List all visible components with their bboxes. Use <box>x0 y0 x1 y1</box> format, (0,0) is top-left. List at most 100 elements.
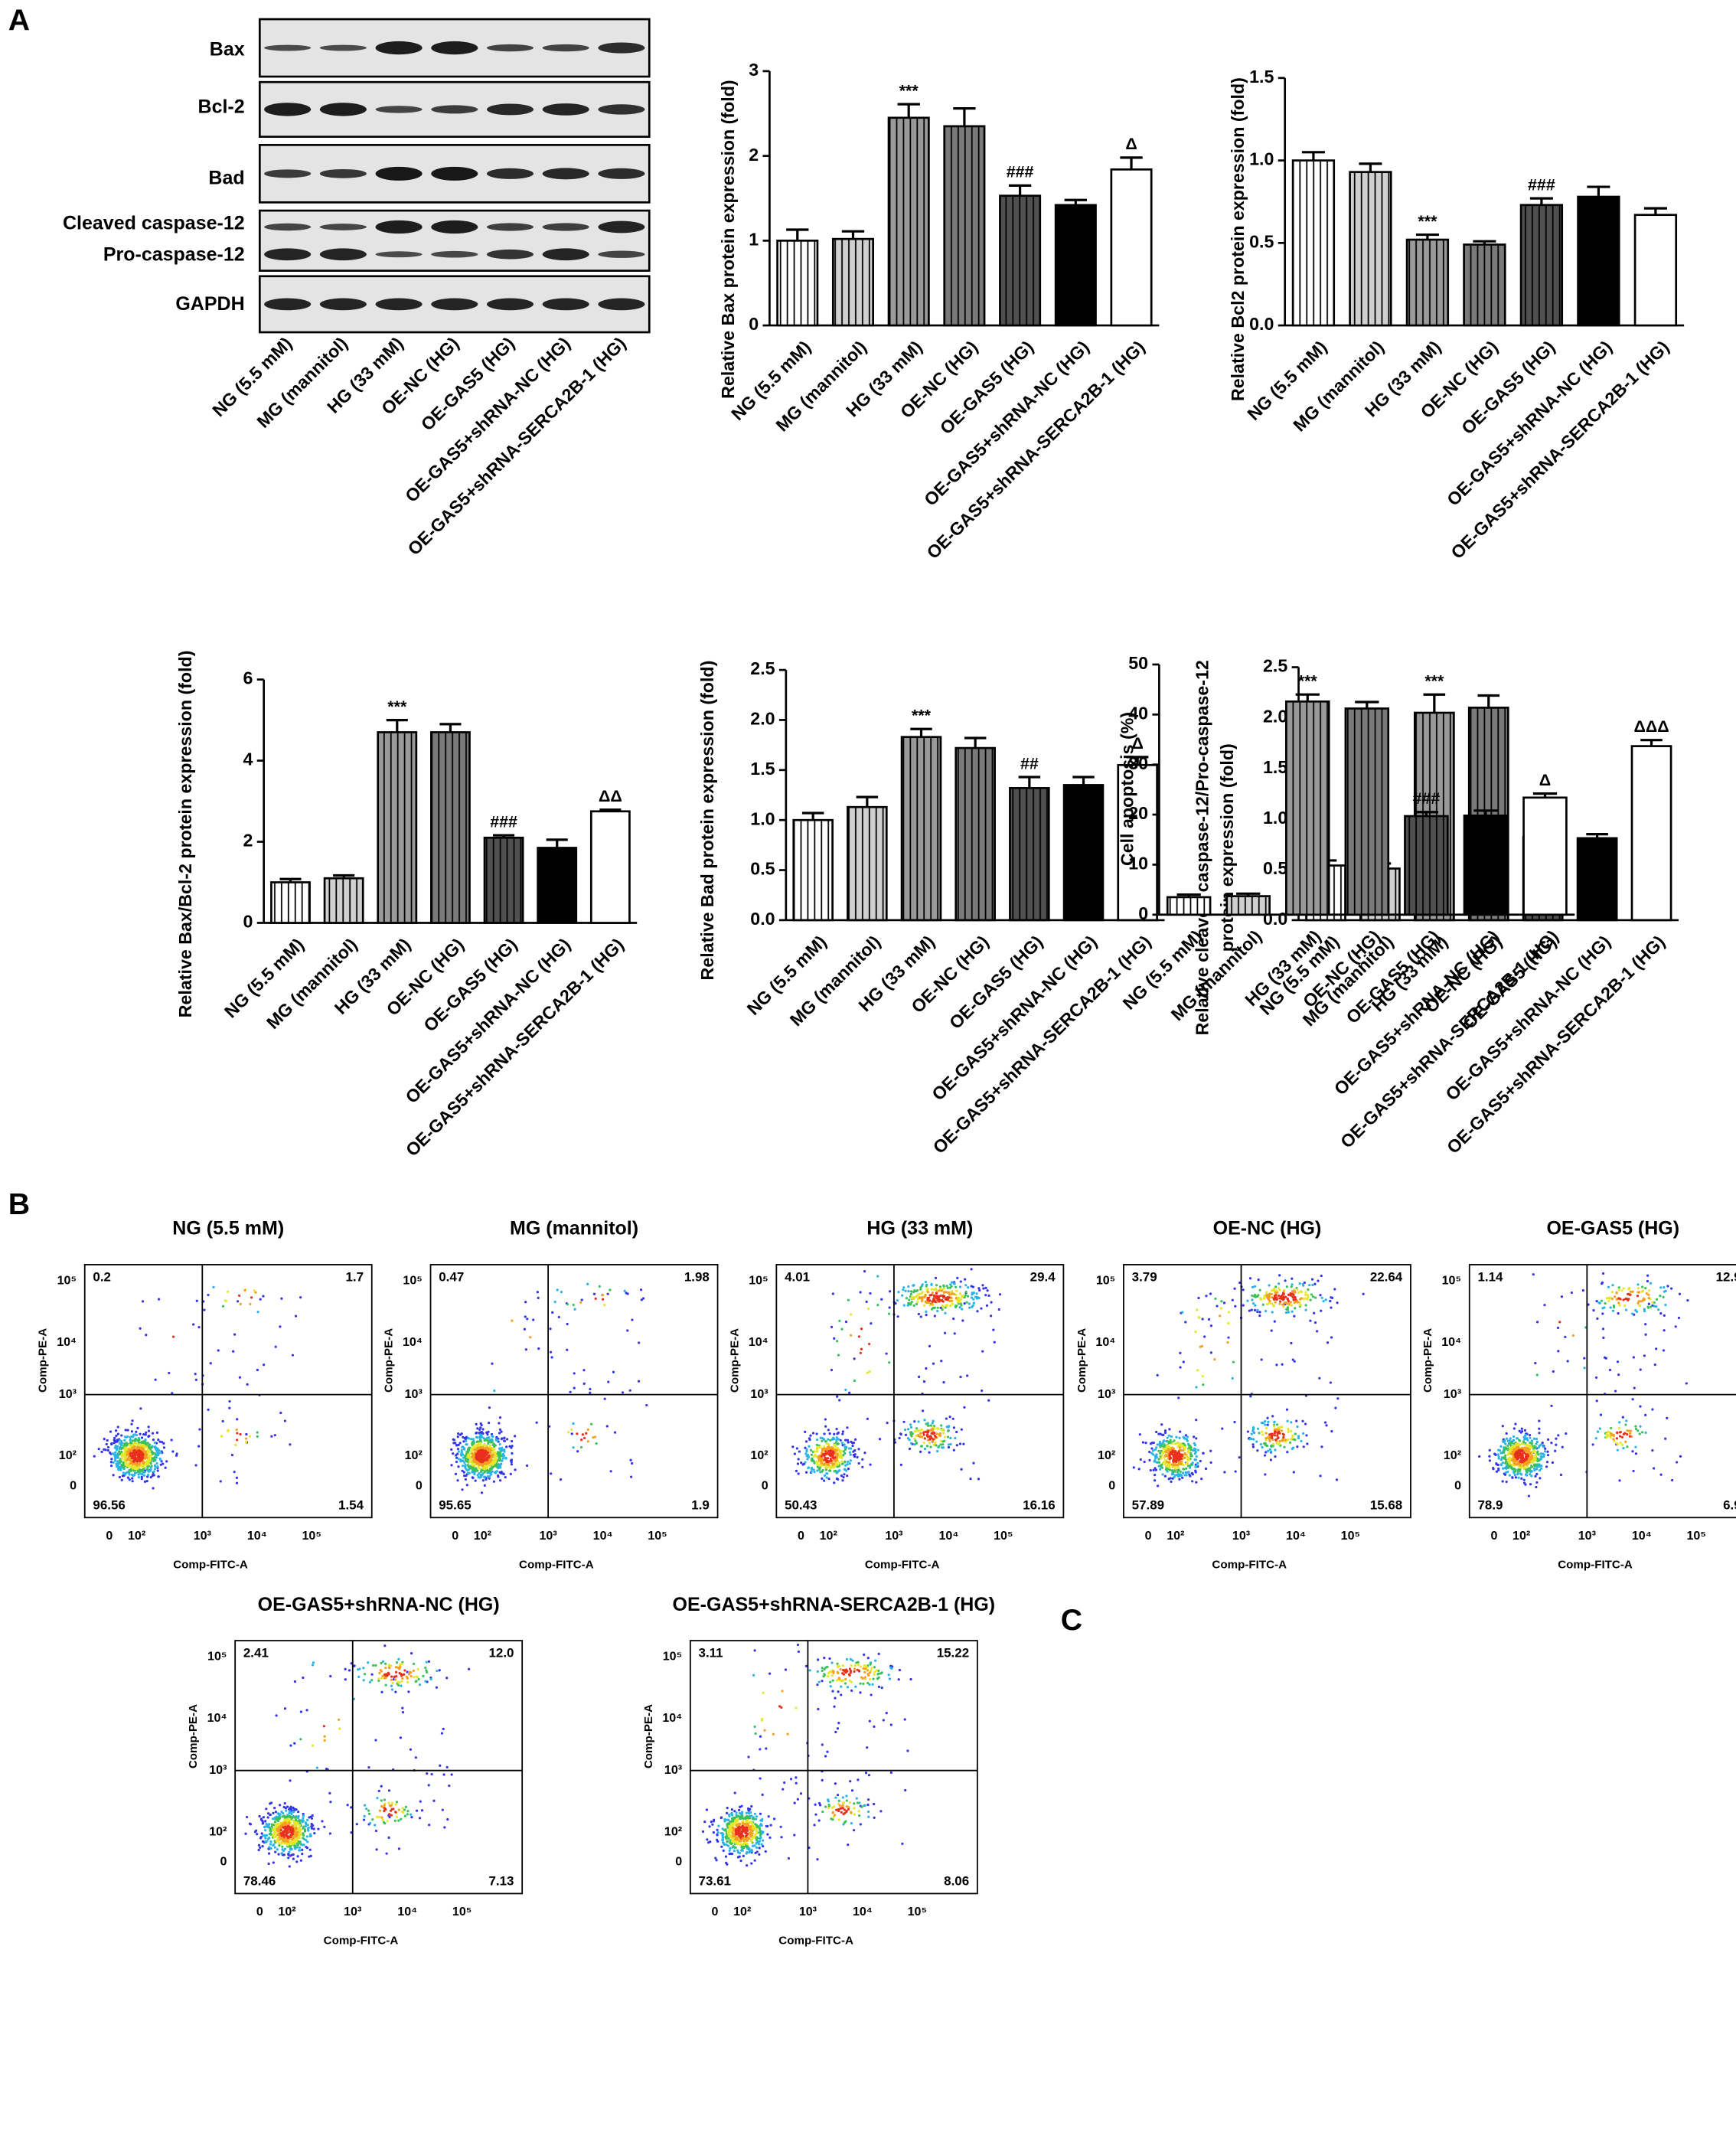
cell-dot <box>1636 1301 1640 1305</box>
cell-dot <box>945 1285 948 1288</box>
cell-dot <box>377 1677 380 1680</box>
blot-band <box>542 103 589 116</box>
cell-dot <box>120 1442 124 1445</box>
cell-dot <box>475 1432 478 1435</box>
cell-dot <box>572 1446 575 1449</box>
cell-dot <box>945 1291 948 1294</box>
cell-dot <box>925 1422 928 1425</box>
cell-dot <box>815 1448 819 1451</box>
cell-dot <box>549 1350 553 1354</box>
cell-dot <box>969 1478 972 1481</box>
cell-dot <box>909 1423 912 1426</box>
cell-dot <box>1571 1334 1574 1337</box>
y-tick-label: 0 <box>1454 1478 1461 1492</box>
cell-dot <box>140 1475 143 1479</box>
cell-dot <box>132 1439 135 1442</box>
cell-dot <box>1546 1450 1549 1453</box>
cell-dot <box>1583 1357 1586 1360</box>
cell-dot <box>1250 1308 1253 1311</box>
flow-frame <box>775 1264 1065 1519</box>
cell-dot <box>1619 1298 1622 1301</box>
cell-dot <box>887 1312 891 1315</box>
cell-dot <box>964 1290 968 1294</box>
y-tick-label: 1.0 <box>1249 149 1274 169</box>
cell-dot <box>1659 1312 1663 1315</box>
cell-dot <box>116 1465 119 1469</box>
cell-dot <box>1308 1283 1311 1287</box>
blot-band <box>375 251 423 258</box>
cell-dot <box>1190 1471 1193 1474</box>
cell-dot <box>1335 1478 1339 1481</box>
cell-dot <box>1292 1471 1295 1474</box>
cell-dot <box>498 1448 501 1451</box>
cell-dot <box>1294 1432 1297 1435</box>
blot-band <box>375 220 423 234</box>
cell-dot <box>454 1442 457 1445</box>
cell-dot <box>932 1419 935 1422</box>
cell-dot <box>1670 1478 1674 1482</box>
cell-dot <box>156 1469 159 1472</box>
cell-dot <box>1161 1473 1164 1476</box>
blot-band <box>431 220 478 234</box>
cell-dot <box>628 1389 631 1392</box>
cell-dot <box>929 1445 932 1448</box>
cell-dot <box>1160 1449 1163 1452</box>
cell-dot <box>289 1847 292 1850</box>
cell-dot <box>1503 1454 1507 1457</box>
cell-dot <box>489 1467 492 1470</box>
cell-dot <box>475 1422 478 1425</box>
error-bar <box>1018 776 1041 789</box>
cell-dot <box>305 1845 308 1849</box>
cell-dot <box>1275 1296 1278 1299</box>
cell-dot <box>125 1461 128 1465</box>
cell-dot <box>819 1445 822 1448</box>
cell-dot <box>810 1466 814 1470</box>
cell-dot <box>219 1480 222 1483</box>
cell-dot <box>270 1825 273 1828</box>
cell-dot <box>929 1424 932 1427</box>
cell-dot <box>1274 1292 1278 1295</box>
cell-dot <box>1529 1473 1532 1476</box>
cell-dot <box>1155 1446 1158 1449</box>
cell-dot <box>954 1285 958 1288</box>
y-tick-label: 0 <box>243 912 253 932</box>
cell-dot <box>838 1451 841 1454</box>
cell-dot <box>1323 1421 1327 1424</box>
quadrant-value: 12.97 <box>1716 1269 1736 1284</box>
cell-dot <box>960 1295 963 1298</box>
cell-dot <box>154 1378 157 1381</box>
y-tick-label: 20 <box>1128 803 1148 823</box>
cell-dot <box>579 1445 583 1449</box>
cell-dot <box>1524 1452 1527 1455</box>
cell-dot <box>228 1406 231 1409</box>
cell-dot <box>270 1823 274 1826</box>
cell-dot <box>1216 1305 1219 1308</box>
cell-dot <box>570 1432 573 1435</box>
cell-dot <box>1160 1466 1164 1469</box>
cell-dot <box>152 1473 155 1477</box>
cell-dot <box>1645 1292 1648 1295</box>
cell-dot <box>310 1823 313 1826</box>
blot-band <box>431 105 478 114</box>
cell-dot <box>394 1690 397 1693</box>
cell-dot <box>142 1468 145 1471</box>
cell-dot <box>1616 1432 1619 1435</box>
bar <box>1463 243 1506 327</box>
cell-dot <box>914 1439 917 1442</box>
cell-dot <box>1594 1376 1598 1380</box>
cell-dot <box>962 1442 965 1445</box>
cell-dot <box>1524 1455 1528 1458</box>
cell-dot <box>463 1461 466 1464</box>
cell-dot <box>947 1445 951 1449</box>
cell-dot <box>380 1690 383 1693</box>
cell-dot <box>1141 1441 1144 1444</box>
cell-dot <box>1514 1422 1517 1425</box>
cell-dot <box>1273 1421 1276 1424</box>
cell-dot <box>990 1301 993 1304</box>
bar <box>900 736 942 922</box>
cell-dot <box>1185 1467 1188 1470</box>
cell-dot <box>1284 1438 1287 1442</box>
cell-dot <box>1183 1448 1186 1451</box>
cell-dot <box>1602 1336 1605 1340</box>
cell-dot <box>1209 1292 1212 1295</box>
